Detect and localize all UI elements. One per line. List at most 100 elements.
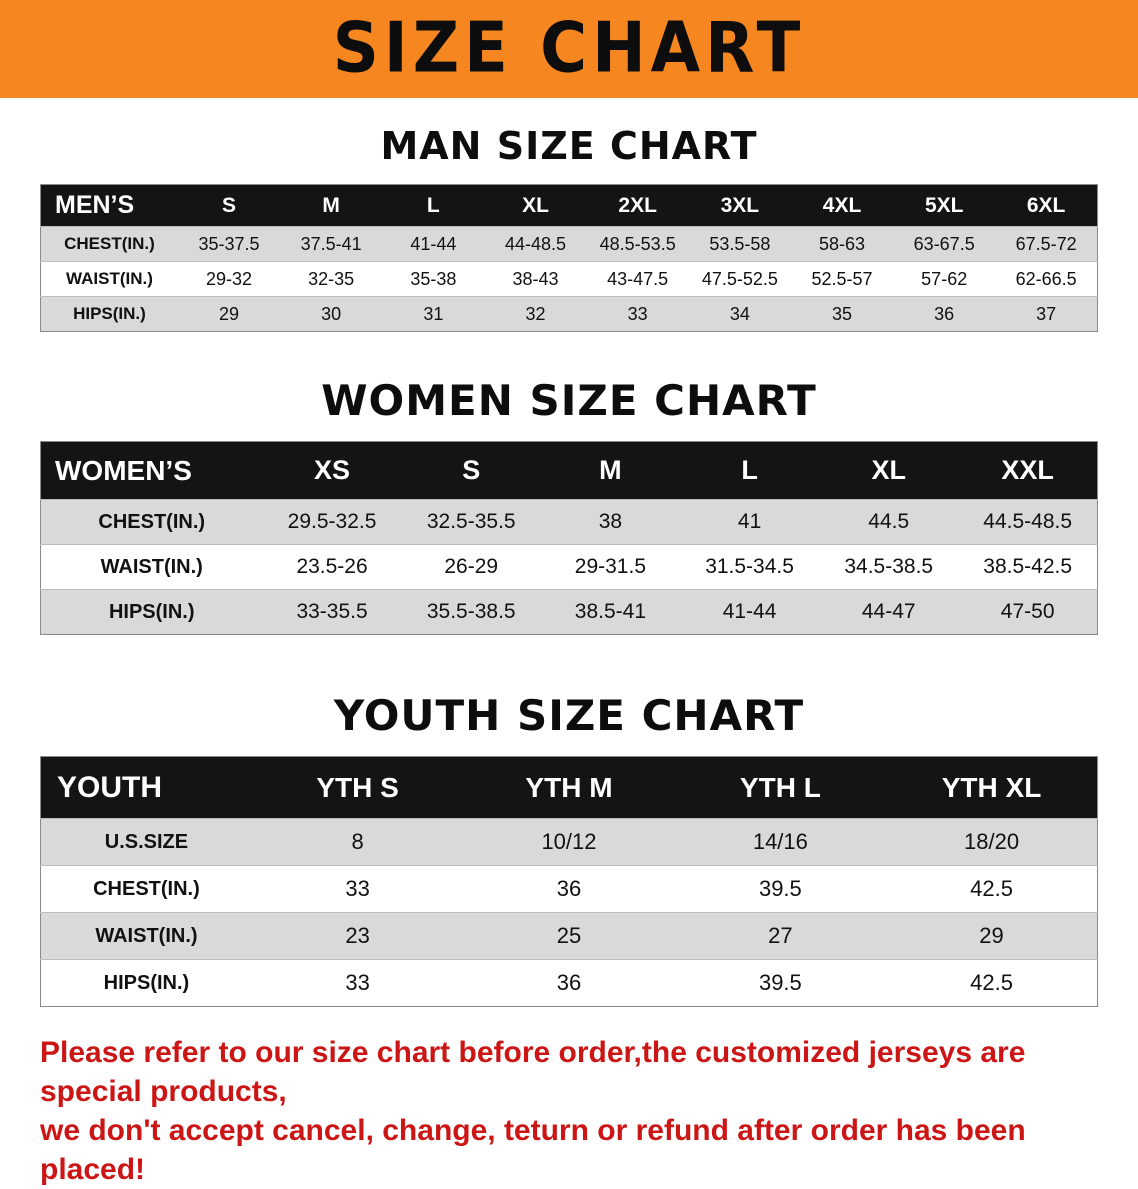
size-value: 23.5-26: [296, 555, 368, 578]
size-value: 48.5-53.5: [599, 233, 676, 254]
size-value: 41: [737, 510, 762, 533]
size-chart-banner: SIZE CHART: [0, 0, 1138, 98]
size-value: 33: [345, 970, 370, 995]
men-size-chart-section: MAN SIZE CHART MEN’S S M L XL 2XL 3XL 4XL 5XL 6XL…: [0, 124, 1138, 332]
size-column-header: S: [462, 455, 481, 485]
size-value: 58-63: [819, 233, 866, 254]
size-column-header: XS: [314, 455, 351, 485]
size-value: 41-44: [410, 233, 457, 254]
size-value: 44-47: [861, 600, 916, 623]
size-value: 39.5: [758, 970, 802, 995]
table-row: WAIST(IN.) 23 25 27 29: [40, 912, 1098, 960]
size-column-header: YTH S: [316, 771, 399, 803]
table-group-label: YOUTH: [57, 770, 162, 804]
size-value: 35-37.5: [198, 233, 260, 254]
women-size-chart-heading: WOMEN SIZE CHART: [321, 376, 817, 425]
size-value: 18/20: [964, 829, 1020, 854]
disclaimer-line-1: Please refer to our size chart before or…: [40, 1036, 1026, 1108]
size-column-header: M: [322, 193, 340, 217]
women-size-chart-section: WOMEN SIZE CHART WOMEN’S XS S M L XL XXL CHEST(…: [0, 376, 1138, 635]
table-row: WAIST(IN.) 23.5-26 26-29 29-31.5 31.5-34.5 34…: [40, 544, 1098, 590]
size-value: 29.5-32.5: [287, 510, 377, 533]
size-value: 25: [556, 923, 582, 948]
table-row: HIPS(IN.) 33 36 39.5 42.5: [40, 959, 1098, 1007]
size-column-header: YTH M: [525, 771, 613, 803]
table-row: CHEST(IN.) 29.5-32.5 32.5-35.5 38 41 44.5 44.5…: [40, 499, 1098, 545]
size-column-header: 4XL: [822, 193, 862, 217]
row-label: CHEST(IN.): [98, 510, 206, 533]
size-value: 36: [934, 303, 955, 324]
size-value: 62-66.5: [1015, 268, 1077, 289]
men-size-table: MEN’S S M L XL 2XL 3XL 4XL 5XL 6XL CHEST(IN.) 35-37…: [40, 184, 1098, 332]
size-column-header: XL: [871, 455, 906, 485]
size-value: 42.5: [970, 970, 1013, 995]
row-label: CHEST(IN.): [93, 877, 200, 900]
size-value: 67.5-72: [1015, 233, 1077, 254]
row-label: HIPS(IN.): [103, 971, 190, 994]
size-value: 30: [321, 303, 342, 324]
size-value: 38.5-41: [574, 600, 647, 623]
size-value: 44-48.5: [504, 233, 567, 254]
size-value: 29: [218, 303, 239, 324]
size-value: 44.5-48.5: [983, 510, 1073, 533]
size-value: 32: [525, 303, 546, 324]
size-value: 42.5: [970, 876, 1013, 901]
row-label: WAIST(IN.): [95, 924, 198, 947]
size-value: 29-31.5: [574, 555, 647, 578]
size-value: 47.5-52.5: [701, 268, 778, 289]
size-column-header: 3XL: [720, 193, 760, 217]
row-label: HIPS(IN.): [108, 600, 195, 623]
table-header-row: YOUTH YTH S YTH M YTH L YTH XL: [40, 756, 1098, 819]
size-column-header: YTH XL: [941, 771, 1042, 803]
women-size-table: WOMEN’S XS S M L XL XXL CHEST(IN.) 29.5-32.5 32.5…: [40, 441, 1098, 635]
size-value: 63-67.5: [913, 233, 975, 254]
table-row: CHEST(IN.) 35-37.5 37.5-41 41-44 44-48.5 48.5…: [40, 226, 1098, 262]
size-value: 44.5: [868, 510, 910, 533]
size-value: 47-50: [1000, 600, 1055, 623]
page-title: SIZE CHART: [332, 9, 806, 89]
size-column-header: M: [599, 455, 622, 485]
youth-size-chart-section: YOUTH SIZE CHART YOUTH YTH S YTH M YTH L YTH…: [0, 691, 1138, 1007]
size-value: 35-38: [410, 268, 457, 289]
size-value: 35.5-38.5: [426, 600, 516, 623]
size-column-header: 5XL: [924, 193, 964, 217]
size-value: 33: [627, 303, 648, 324]
size-value: 53.5-58: [709, 233, 771, 254]
table-row: U.S.SIZE 8 10/12 14/16 18/20: [40, 818, 1098, 866]
size-value: 43-47.5: [607, 268, 669, 289]
size-value: 31: [423, 303, 444, 324]
size-value: 29: [979, 923, 1004, 948]
row-label: WAIST(IN.): [66, 269, 153, 288]
table-group-label: MEN’S: [55, 191, 135, 219]
size-value: 33: [345, 876, 370, 901]
size-value: 52.5-57: [811, 268, 873, 289]
size-column-header: S: [221, 193, 236, 217]
size-value: 26-29: [444, 555, 499, 578]
size-value: 37.5-41: [300, 233, 362, 254]
row-label: U.S.SIZE: [104, 830, 189, 853]
size-value: 32.5-35.5: [426, 510, 516, 533]
size-value: 36: [556, 970, 582, 995]
size-value: 57-62: [921, 268, 968, 289]
size-value: 38: [598, 510, 623, 533]
size-column-header: 6XL: [1026, 193, 1066, 217]
size-column-header: YTH L: [739, 771, 821, 803]
size-value: 23: [345, 923, 370, 948]
size-value: 38-43: [512, 268, 559, 289]
size-value: 39.5: [758, 876, 802, 901]
table-row: CHEST(IN.) 33 36 39.5 42.5: [40, 865, 1098, 913]
table-header-row: WOMEN’S XS S M L XL XXL: [40, 441, 1098, 500]
size-column-header: L: [741, 455, 758, 485]
disclaimer-line-2: we don't accept cancel, change, teturn o…: [40, 1114, 1026, 1186]
size-value: 27: [768, 923, 793, 948]
size-column-header: XXL: [1001, 455, 1054, 485]
youth-size-chart-heading: YOUTH SIZE CHART: [333, 691, 805, 740]
disclaimer: Please refer to our size chart before or…: [40, 1033, 1098, 1189]
size-value: 8: [351, 829, 364, 854]
row-label: HIPS(IN.): [73, 304, 146, 323]
size-value: 29-32: [205, 268, 253, 289]
table-row: WAIST(IN.) 29-32 32-35 35-38 38-43 43-47.5 47.…: [40, 261, 1098, 297]
size-value: 35: [832, 303, 853, 324]
table-row: HIPS(IN.) 29 30 31 32 33 34 35 36 37: [40, 296, 1098, 332]
